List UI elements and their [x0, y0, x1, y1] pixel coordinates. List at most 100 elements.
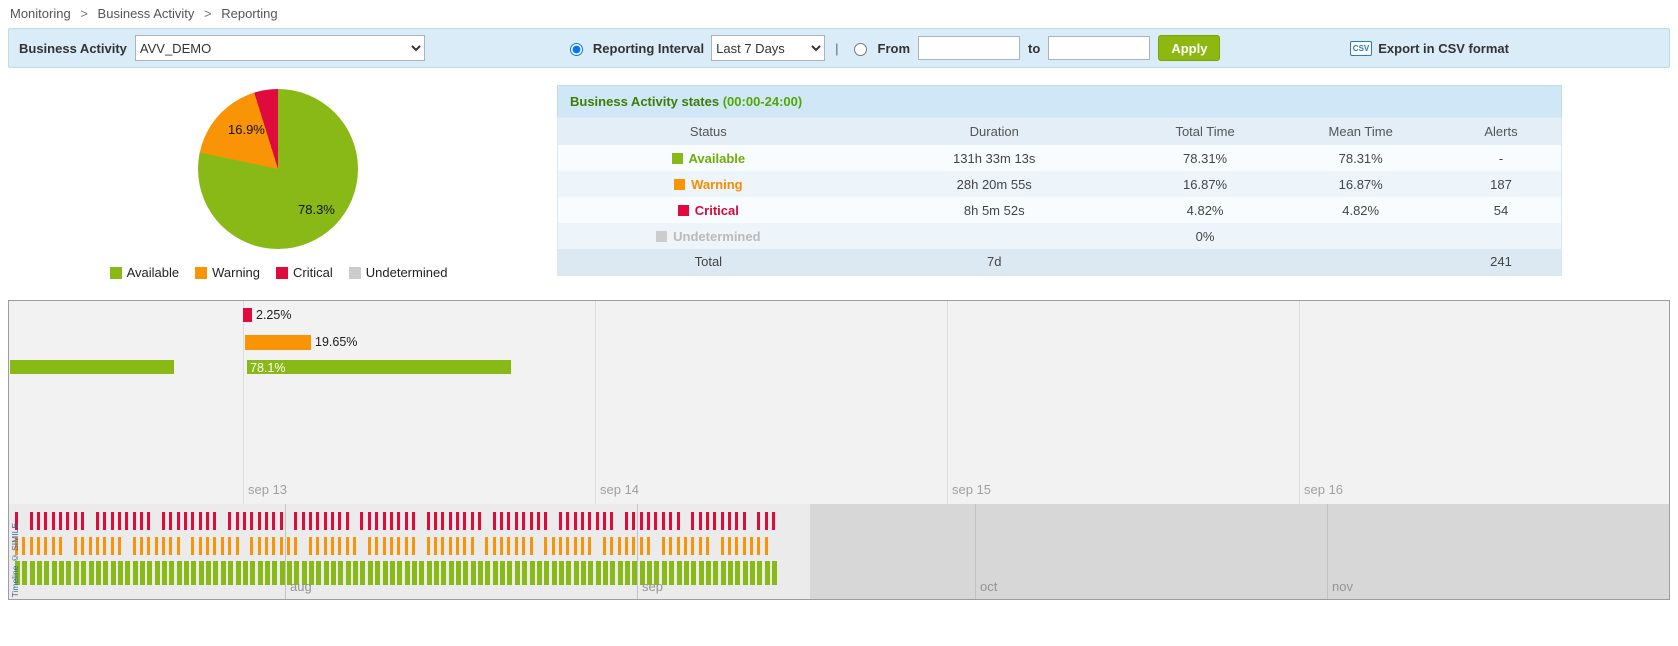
overview-tick-ok — [698, 561, 704, 585]
overview-tick-warning — [323, 537, 327, 555]
overview-tick-critical — [228, 512, 232, 530]
overview-tick-warning — [15, 537, 18, 555]
reporting-interval-radio[interactable] — [569, 43, 583, 56]
export-csv-label: Export in CSV format — [1378, 40, 1509, 56]
overview-tick-ok — [419, 561, 425, 585]
overview-tick-ok — [544, 561, 550, 585]
mean-time-cell — [1280, 223, 1441, 249]
overview-tick-warning — [139, 537, 143, 555]
overview-tick-critical — [544, 512, 548, 530]
overview-tick-ok — [15, 561, 20, 585]
table-row-available: Available 131h 33m 13s 78.31% 78.31% - — [557, 145, 1562, 171]
overview-tick-ok — [617, 561, 623, 585]
overview-tick-warning — [647, 537, 651, 555]
overview-tick-ok — [573, 561, 579, 585]
month-gridline — [975, 504, 976, 599]
overview-tick-warning — [669, 537, 673, 555]
overview-tick-warning — [617, 537, 621, 555]
export-csv-link[interactable]: CSV Export in CSV format — [1349, 40, 1509, 56]
timeline-available-bar[interactable]: 78.1% — [247, 360, 511, 375]
overview-tick-warning — [279, 537, 283, 555]
overview-tick-critical — [500, 512, 504, 530]
overview-tick-warning — [757, 537, 761, 555]
overview-tick-ok — [463, 561, 469, 585]
overview-tick-ok — [37, 561, 43, 585]
timeline-available-bar-previous[interactable] — [10, 360, 174, 374]
overview-tick-ok — [375, 561, 381, 585]
status-color-square — [674, 178, 686, 190]
timeline-overview-band[interactable]: aug sep oct nov — [9, 504, 1669, 599]
overview-tick-ok — [360, 561, 366, 585]
overview-tick-critical — [213, 512, 217, 530]
overview-tick-warning — [566, 537, 570, 555]
csv-file-icon: CSV — [1349, 40, 1373, 56]
alerts-cell: 54 — [1440, 197, 1562, 223]
business-activity-label: Business Activity — [19, 40, 127, 56]
overview-tick-warning — [162, 537, 165, 555]
overview-tick-critical — [389, 512, 393, 530]
overview-tick-critical — [331, 512, 335, 530]
overview-tick-critical — [654, 512, 658, 530]
overview-tick-ok — [250, 561, 256, 585]
overview-tick-ok — [95, 561, 101, 585]
overview-tick-critical — [279, 512, 283, 530]
status-label: Available — [688, 150, 746, 166]
overview-tick-warning — [448, 537, 452, 555]
overview-tick-ok — [184, 561, 190, 585]
apply-button[interactable]: Apply — [1158, 35, 1221, 61]
overview-tick-ok — [286, 561, 292, 585]
breadcrumb-monitoring[interactable]: Monitoring — [10, 6, 71, 21]
overview-tick-critical — [698, 512, 702, 530]
overview-tick-warning — [485, 537, 489, 555]
overview-tick-critical — [316, 512, 320, 530]
overview-tick-warning — [750, 537, 753, 555]
timeline-critical-bar[interactable] — [243, 308, 252, 322]
overview-tick-ok — [713, 561, 719, 585]
overview-tick-warning — [250, 537, 254, 555]
overview-tick-critical — [345, 512, 349, 530]
table-row-warning: Warning 28h 20m 55s 16.87% 16.87% 187 — [557, 171, 1562, 197]
business-activity-select[interactable]: AVV_DEMO — [134, 35, 425, 61]
overview-tick-critical — [456, 512, 459, 530]
timeline-main-band[interactable]: sep 13 sep 14 sep 15 sep 16 2.25% 19.65% 78.1% — [9, 301, 1669, 505]
total-time-cell: 0% — [1129, 223, 1281, 249]
total-mean-time-cell — [1280, 249, 1441, 275]
overview-tick-ok — [632, 561, 638, 585]
overview-tick-critical — [514, 512, 518, 530]
overview-tick-ok — [764, 561, 770, 585]
overview-tick-critical — [757, 512, 761, 530]
overview-tick-warning — [51, 537, 55, 555]
overview-tick-ok — [654, 561, 660, 585]
overview-tick-ok — [353, 561, 359, 585]
overview-tick-critical — [309, 512, 312, 530]
from-date-input[interactable] — [918, 36, 1021, 60]
breadcrumb-reporting[interactable]: Reporting — [221, 6, 278, 21]
states-table: Status Duration Total Time Mean Time Ale… — [557, 117, 1562, 276]
overview-tick-warning — [117, 537, 121, 555]
overview-tick-ok — [206, 561, 212, 585]
overview-tick-warning — [764, 537, 768, 555]
alerts-cell: - — [1440, 145, 1562, 171]
overview-tick-critical — [191, 512, 195, 530]
reporting-interval-select[interactable]: Last 7 Days — [711, 35, 826, 61]
overview-tick-ok — [691, 561, 697, 585]
overview-tick-critical — [110, 512, 114, 530]
overview-tick-critical — [95, 512, 99, 530]
overview-tick-warning — [95, 537, 99, 555]
timeline-warning-bar[interactable] — [245, 335, 311, 350]
overview-tick-ok — [492, 561, 498, 585]
overview-tick-critical — [411, 512, 415, 530]
to-date-input[interactable] — [1048, 36, 1151, 60]
overview-tick-warning — [198, 537, 202, 555]
custom-range-radio[interactable] — [853, 43, 867, 56]
pie-chart[interactable] — [198, 89, 358, 249]
overview-tick-critical — [176, 512, 180, 530]
day-gridline — [243, 301, 244, 504]
legend-color-square — [276, 266, 289, 279]
breadcrumb-business-activity[interactable]: Business Activity — [97, 6, 195, 21]
overview-tick-ok — [676, 561, 682, 585]
overview-tick-warning — [59, 537, 63, 555]
states-table-time-range: (00:00-24:00) — [722, 94, 803, 109]
overview-tick-critical — [735, 512, 739, 530]
overview-tick-critical — [558, 512, 562, 530]
